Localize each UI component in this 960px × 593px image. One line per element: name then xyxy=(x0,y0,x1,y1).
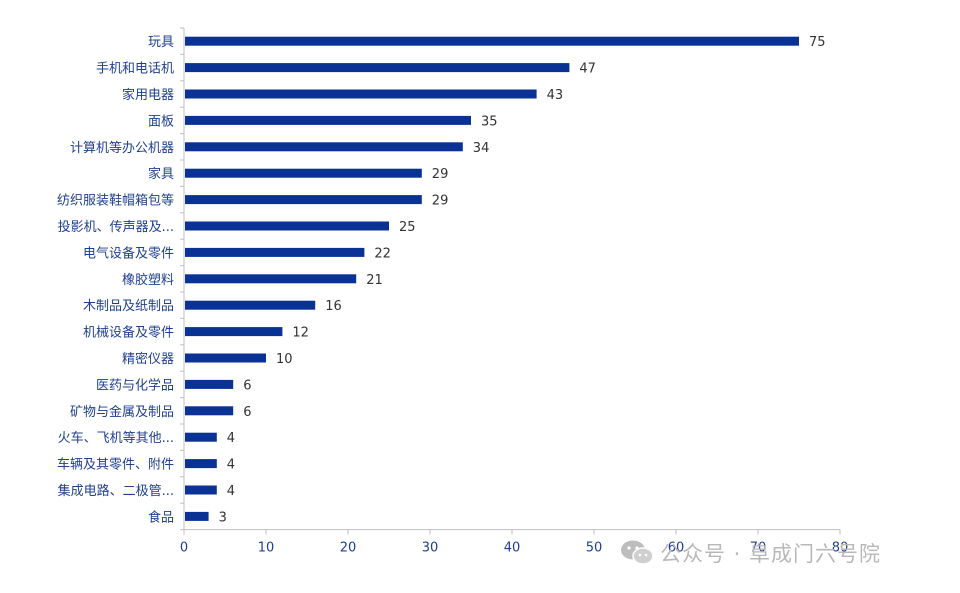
category-label: 家用电器 xyxy=(122,87,174,103)
category-label: 机械设备及零件 xyxy=(83,325,174,341)
bar xyxy=(185,142,463,152)
x-tick-label: 10 xyxy=(258,541,275,556)
bar xyxy=(185,379,234,389)
bar xyxy=(185,63,570,73)
category-labels: 玩具手机和电话机家用电器面板计算机等办公机器家具纺织服装鞋帽箱包等投影机、传声器… xyxy=(57,35,174,525)
x-tick-label: 50 xyxy=(586,541,603,556)
category-label: 矿物与金属及制品 xyxy=(70,404,174,420)
category-label: 纺织服装鞋帽箱包等 xyxy=(57,193,174,209)
category-label: 计算机等办公机器 xyxy=(70,140,174,156)
data-label: 29 xyxy=(432,194,449,209)
bar xyxy=(185,89,537,99)
x-tick-label: 80 xyxy=(832,541,849,556)
bar xyxy=(185,274,357,284)
bar xyxy=(185,195,422,205)
data-label: 4 xyxy=(227,484,235,499)
data-label: 43 xyxy=(547,88,564,103)
data-label: 6 xyxy=(243,378,251,393)
category-label: 车辆及其零件、附件 xyxy=(57,457,174,473)
data-label: 25 xyxy=(399,220,416,235)
data-label: 75 xyxy=(809,35,826,50)
bar xyxy=(185,511,209,521)
bar xyxy=(185,115,471,125)
category-label: 面板 xyxy=(148,114,174,129)
data-label: 4 xyxy=(227,458,235,473)
category-label: 医药与化学品 xyxy=(96,377,174,393)
data-label: 34 xyxy=(473,141,490,156)
data-label: 12 xyxy=(292,326,309,341)
data-label: 3 xyxy=(219,510,227,525)
data-label: 47 xyxy=(579,62,596,77)
bar xyxy=(185,247,365,257)
bar xyxy=(185,36,799,46)
bar xyxy=(185,485,217,495)
x-tick-label: 20 xyxy=(340,541,357,556)
data-label: 6 xyxy=(243,405,251,420)
category-label: 玩具 xyxy=(148,35,174,50)
bar xyxy=(185,353,266,363)
watermark-text: 公众号 · 阜成门六号院 xyxy=(660,542,882,566)
bar xyxy=(185,300,316,310)
x-tick-labels: 0 10 20 30 40 50 60 70 80 xyxy=(180,541,848,556)
x-tick-label: 30 xyxy=(422,541,439,556)
bar xyxy=(185,432,217,442)
data-label: 16 xyxy=(325,299,342,314)
category-label: 投影机、传声器及... xyxy=(58,219,174,235)
bar xyxy=(185,459,217,469)
category-label: 家具 xyxy=(148,166,174,182)
bar xyxy=(185,406,234,416)
x-tick-label: 0 xyxy=(180,541,188,556)
data-label: 22 xyxy=(374,246,391,261)
x-tick-label: 40 xyxy=(504,541,521,556)
category-label: 食品 xyxy=(148,509,174,525)
category-label: 橡胶塑料 xyxy=(122,272,174,288)
data-label: 21 xyxy=(366,273,383,288)
bar xyxy=(185,327,283,337)
bar xyxy=(185,221,389,231)
x-tick-label: 60 xyxy=(668,541,685,556)
chart-axes xyxy=(180,27,841,535)
category-label: 手机和电话机 xyxy=(96,62,174,77)
chart-bars xyxy=(185,36,799,521)
bar xyxy=(185,168,422,178)
x-tick-label: 70 xyxy=(750,541,767,556)
data-label: 35 xyxy=(481,114,498,129)
category-label: 火车、飞机等其他... xyxy=(58,430,174,446)
category-label: 集成电路、二极管... xyxy=(58,483,174,499)
data-label: 10 xyxy=(276,352,293,367)
data-label: 4 xyxy=(227,431,235,446)
watermark: 公众号 · 阜成门六号院 xyxy=(620,538,881,568)
data-label: 29 xyxy=(432,167,449,182)
wechat-icon xyxy=(620,539,654,567)
category-label: 精密仪器 xyxy=(122,351,174,367)
category-label: 电气设备及零件 xyxy=(83,245,174,261)
category-label: 木制品及纸制品 xyxy=(83,299,174,314)
